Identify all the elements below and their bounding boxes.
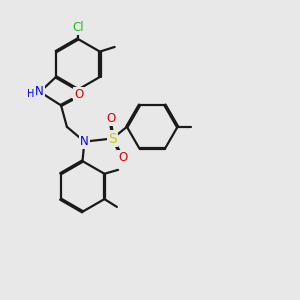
- Text: O: O: [74, 88, 83, 101]
- Text: H: H: [27, 89, 35, 99]
- Text: O: O: [118, 151, 127, 164]
- Text: O: O: [106, 112, 115, 125]
- Text: N: N: [35, 85, 44, 98]
- Text: N: N: [80, 135, 89, 148]
- Text: S: S: [108, 131, 117, 146]
- Text: Cl: Cl: [72, 21, 84, 34]
